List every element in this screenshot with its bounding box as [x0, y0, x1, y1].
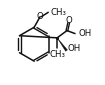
Text: OH: OH	[68, 44, 81, 53]
Text: O: O	[37, 12, 44, 21]
Text: CH₃: CH₃	[49, 50, 65, 59]
Text: OH: OH	[78, 29, 92, 39]
Text: CH₃: CH₃	[50, 8, 66, 17]
Polygon shape	[57, 38, 67, 51]
Text: O: O	[65, 16, 72, 25]
